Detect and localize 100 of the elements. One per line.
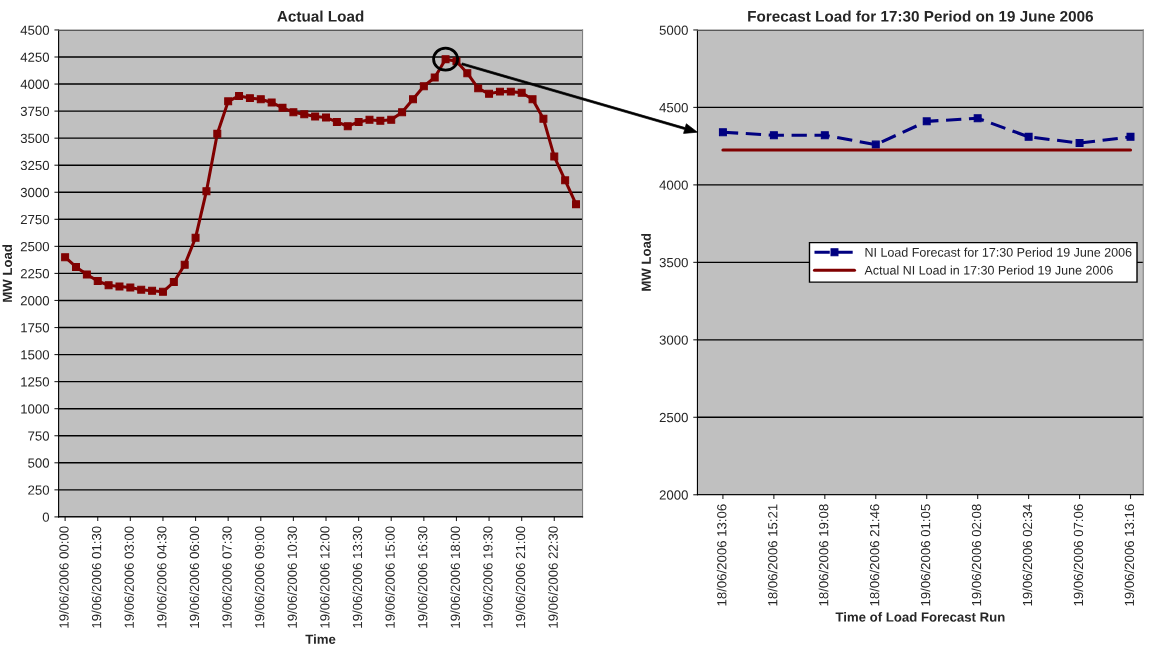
point: [322, 113, 330, 122]
point: [224, 97, 233, 106]
point: [213, 129, 222, 138]
x-tick-label: 19/06/2006 09:00: [254, 526, 265, 628]
x-tick-label: 19/06/2006 02:34: [1022, 504, 1033, 606]
x-tick-label: 18/06/2006 13:06: [716, 504, 727, 606]
point: [300, 110, 309, 119]
x-tick-label: 19/06/2006 02:08: [971, 504, 982, 606]
point: [115, 282, 124, 291]
x-tick-label: 19/06/2006 12:00: [319, 526, 330, 628]
x-tick-label: 18/06/2006 15:21: [767, 504, 778, 606]
point: [289, 108, 298, 117]
point: [419, 82, 428, 91]
y-tick-label: 4500: [659, 102, 688, 113]
y-tick-label: 3750: [20, 106, 50, 117]
x-axis-title: Time: [305, 634, 336, 644]
point: [550, 152, 559, 161]
y-tick-label: 2000: [20, 296, 50, 306]
y-tick-label: 3250: [20, 160, 50, 171]
point: [235, 91, 244, 100]
y-axis-title: MW Load: [641, 233, 651, 291]
y-tick-label: 4000: [659, 180, 688, 190]
point: [93, 277, 102, 285]
y-tick-label: 500: [28, 458, 50, 468]
point: [202, 187, 211, 196]
point: [769, 131, 778, 140]
y-tick-label: 5000: [659, 25, 688, 35]
point: [376, 116, 385, 125]
point: [148, 286, 157, 295]
point: [332, 117, 341, 126]
x-tick-label: 18/06/2006 21:46: [869, 504, 880, 606]
y-tick-label: 4500: [20, 25, 50, 35]
x-tick-label: 19/06/2006 01:05: [920, 504, 931, 606]
x-tick-label: 19/06/2006 21:00: [515, 526, 526, 628]
y-tick-label: 3500: [20, 133, 50, 144]
y-tick-label: 3000: [659, 335, 688, 345]
point: [180, 260, 189, 269]
point: [430, 73, 439, 82]
x-axis-title: Time of Load Forecast Run: [835, 612, 1005, 622]
chart-title: Forecast Load for 17:30 Period on 19 June 2006: [748, 10, 1094, 22]
point: [973, 114, 982, 123]
x-tick-label: 19/06/2006 03:00: [124, 526, 134, 628]
y-tick-label: 2000: [659, 490, 688, 500]
point: [354, 117, 363, 126]
x-tick-label: 19/06/2006 07:06: [1073, 504, 1084, 606]
y-tick-label: 1000: [21, 404, 50, 414]
y-tick-label: 2250: [20, 268, 50, 279]
point: [245, 94, 254, 103]
y-tick-label: 250: [28, 485, 50, 495]
point: [922, 117, 931, 126]
x-tick-label: 19/06/2006 00:00: [58, 526, 69, 628]
point: [158, 287, 167, 296]
point: [820, 131, 829, 140]
point: [1075, 139, 1084, 148]
point: [718, 128, 727, 137]
point: [408, 95, 417, 104]
point: [539, 114, 548, 123]
point: [365, 115, 374, 124]
y-tick-label: 2500: [659, 412, 688, 423]
point: [137, 285, 146, 294]
point: [191, 233, 200, 242]
point: [495, 87, 504, 96]
x-tick-label: 19/06/2006 04:30: [156, 526, 167, 628]
x-tick-label: 19/06/2006 13:30: [352, 526, 363, 628]
point: [169, 278, 178, 287]
y-tick-label: 750: [28, 431, 50, 441]
point: [1126, 132, 1135, 141]
y-tick-label: 0: [42, 512, 50, 522]
point: [572, 200, 581, 209]
x-tick-label: 19/06/2006 19:30: [482, 526, 493, 628]
y-tick-label: 3500: [659, 257, 688, 268]
x-tick-label: 19/06/2006 06:00: [189, 526, 200, 628]
point: [474, 84, 483, 93]
y-tick-label: 4000: [20, 79, 50, 89]
point: [72, 262, 80, 271]
y-tick-label: 2750: [20, 214, 50, 225]
point: [61, 253, 70, 262]
point: [278, 103, 287, 112]
x-tick-label: 19/06/2006 16:30: [417, 526, 428, 628]
chart-title: Actual Load: [277, 10, 364, 22]
point: [387, 115, 396, 124]
y-axis-title: MW Load: [2, 244, 13, 302]
y-tick-label: 1250: [21, 377, 50, 387]
point: [256, 95, 265, 104]
point: [463, 69, 472, 78]
point: [1024, 132, 1033, 141]
point: [267, 98, 276, 107]
x-tick-label: 18/06/2006 19:08: [818, 504, 829, 606]
y-tick-label: 2500: [20, 241, 50, 252]
x-tick-label: 19/06/2006 13:16: [1124, 504, 1135, 606]
point: [528, 95, 537, 104]
point: [517, 88, 526, 97]
x-tick-label: 19/06/2006 18:00: [450, 526, 460, 628]
point: [343, 122, 352, 131]
y-tick-label: 4250: [20, 52, 50, 62]
x-tick-label: 19/06/2006 01:30: [91, 526, 102, 628]
y-tick-label: 3000: [20, 187, 50, 198]
x-tick-label: 19/06/2006 15:00: [385, 526, 395, 628]
point: [561, 176, 570, 185]
point: [104, 281, 113, 290]
